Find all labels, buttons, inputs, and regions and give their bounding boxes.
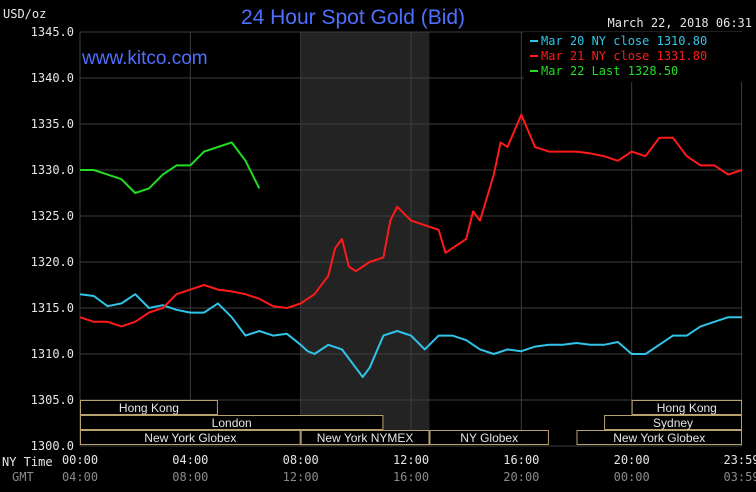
session-band: [604, 415, 742, 430]
x-tick-label-gmt: 16:00: [393, 470, 429, 484]
session-label: NY Globex: [460, 431, 518, 445]
session-label: Hong Kong: [657, 401, 717, 415]
y-tick-label: 1315.0: [31, 301, 74, 315]
session-label: New York NYMEX: [317, 431, 414, 445]
session-band: [429, 430, 549, 445]
legend-box: [524, 32, 742, 82]
series-line-mar21: [79, 113, 743, 328]
x-tick-label-ny: 20:00: [614, 453, 650, 467]
y-tick-label: 1300.0: [31, 439, 74, 453]
y-tick-label: 1325.0: [31, 209, 74, 223]
timestamp: March 22, 2018 06:31: [608, 16, 753, 30]
x-tick-label-ny: 08:00: [283, 453, 319, 467]
session-label: New York Globex: [613, 431, 705, 445]
session-label: New York Globex: [144, 431, 236, 445]
session-band: [576, 430, 742, 445]
night-shade-region: [300, 32, 430, 446]
x-tick-label-ny: 16:00: [503, 453, 539, 467]
session-band: [300, 430, 430, 445]
price-series: [79, 113, 743, 378]
y-tick-label: 1330.0: [31, 163, 74, 177]
x-tick-label-ny: 04:00: [172, 453, 208, 467]
website-label: www.kitco.com: [81, 48, 208, 69]
ny-time-label: NY Time: [2, 455, 53, 469]
legend-entry: Mar 21 NY close 1331.80: [541, 49, 707, 63]
session-band: [80, 415, 384, 430]
y-tick-label: 1320.0: [31, 255, 74, 269]
x-tick-label-gmt: 00:00: [614, 470, 650, 484]
chart-title: 24 Hour Spot Gold (Bid): [241, 6, 465, 29]
x-axis-ticks: 00:00 04:00 04:00 08:00 08:00 12:00 12:00 16:00…: [62, 453, 756, 484]
session-label: London: [212, 416, 252, 430]
series-line-mar22: [80, 141, 261, 194]
session-band: [80, 430, 301, 445]
x-tick-label-gmt: 03:59: [723, 470, 756, 484]
session-label: Hong Kong: [119, 401, 179, 415]
x-tick-label-ny: 23:59: [723, 453, 756, 467]
session-band: [631, 400, 743, 415]
session-band: [80, 400, 218, 415]
x-tick-label-ny: 12:00: [393, 453, 429, 467]
series-line-mar20: [79, 293, 742, 378]
legend-entry: Mar 22 Last 1328.50: [541, 64, 678, 78]
legend-entry: Mar 20 NY close 1310.80: [541, 34, 707, 48]
y-axis-unit: USD/oz: [3, 7, 46, 21]
x-tick-label-gmt: 04:00: [62, 470, 98, 484]
x-tick-label-gmt: 12:00: [283, 470, 319, 484]
y-tick-label: 1340.0: [31, 71, 74, 85]
y-axis-ticks: 1300.0 1305.0 1310.0 1315.0 1320.0 1325.0 1330…: [31, 25, 74, 453]
y-tick-label: 1335.0: [31, 117, 74, 131]
x-tick-label-ny: 00:00: [62, 453, 98, 467]
x-tick-label-gmt: 20:00: [503, 470, 539, 484]
y-tick-label: 1345.0: [31, 25, 74, 39]
y-tick-label: 1305.0: [31, 393, 74, 407]
gmt-label: GMT: [12, 470, 34, 484]
session-label: Sydney: [653, 416, 693, 430]
y-tick-label: 1310.0: [31, 347, 74, 361]
x-tick-label-gmt: 08:00: [172, 470, 208, 484]
